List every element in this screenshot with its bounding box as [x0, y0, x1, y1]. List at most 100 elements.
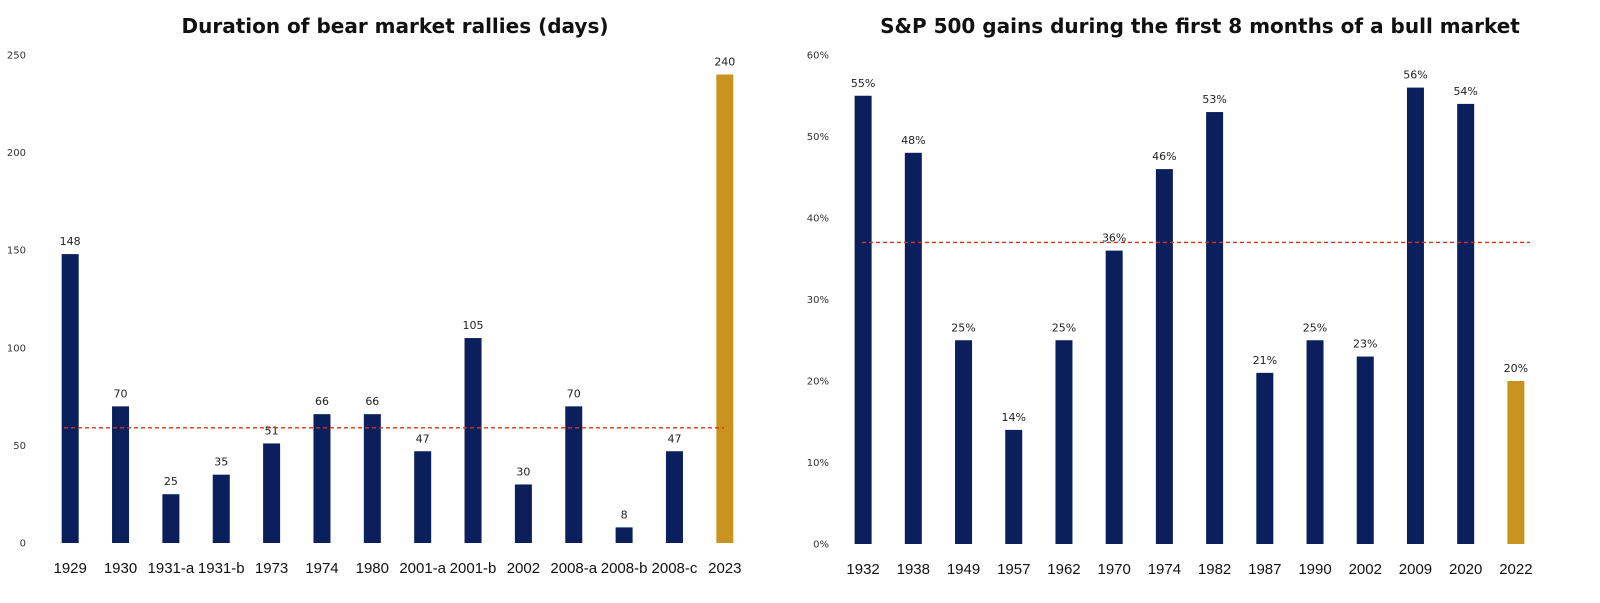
- bar-2008-a: [565, 406, 583, 543]
- category-label: 1990: [1298, 561, 1331, 578]
- bar-1973: [263, 443, 281, 543]
- bar-2023: [716, 74, 734, 544]
- chart-panel-bear-market-rallies: Duration of bear market rallies (days) 0…: [0, 0, 790, 603]
- y-tick-label: 10%: [807, 458, 829, 469]
- y-tick-label: 20%: [807, 377, 829, 388]
- y-tick-label: 0%: [813, 540, 829, 551]
- category-label: 1929: [53, 560, 86, 577]
- bar-chart-sp500-gains: 0% 10% 20% 30% 40% 50% 60% 55% 1932 48% 1938 25% 194…: [807, 51, 1533, 579]
- category-label: 2002: [1349, 561, 1382, 578]
- data-label: 70: [567, 387, 581, 400]
- y-tick-label: 50: [13, 441, 26, 452]
- category-label: 1982: [1198, 561, 1231, 578]
- data-label: 148: [60, 235, 81, 248]
- chart-title: Duration of bear market rallies (days): [181, 14, 609, 38]
- bar-2001-b: [464, 338, 482, 543]
- category-label: 1962: [1047, 561, 1080, 578]
- data-label: 70: [114, 387, 128, 400]
- category-label: 2009: [1399, 561, 1432, 578]
- bar-1990: [1306, 340, 1324, 544]
- data-label: 23%: [1353, 338, 1377, 351]
- bar-1930: [112, 406, 130, 543]
- data-label: 66: [365, 395, 379, 408]
- category-label: 1970: [1097, 561, 1130, 578]
- bar-2001-a: [414, 451, 432, 543]
- chart-title: S&P 500 gains during the first 8 months …: [880, 14, 1520, 38]
- category-label: 2002: [507, 560, 540, 577]
- category-label: 1931-b: [198, 560, 245, 577]
- category-label: 1949: [947, 561, 980, 578]
- data-label: 56%: [1403, 69, 1427, 82]
- category-label: 2020: [1449, 561, 1482, 578]
- y-tick-label: 250: [7, 51, 26, 62]
- y-tick-label: 30%: [807, 295, 829, 306]
- category-label: 1980: [356, 560, 389, 577]
- data-label: 25%: [951, 321, 975, 334]
- data-label: 25%: [1303, 321, 1327, 334]
- category-label: 1987: [1248, 561, 1281, 578]
- bar-1962: [1055, 340, 1073, 544]
- category-label: 2022: [1499, 561, 1532, 578]
- data-label: 25%: [1052, 321, 1076, 334]
- bar-1982: [1206, 112, 1224, 545]
- data-label: 55%: [851, 77, 875, 90]
- bar-1987: [1256, 372, 1274, 544]
- bar-1932: [854, 95, 872, 544]
- category-label: 2023: [708, 560, 741, 577]
- y-tick-label: 50%: [807, 132, 829, 143]
- data-label: 47: [667, 432, 681, 445]
- data-label: 25: [164, 475, 178, 488]
- data-label: 66: [315, 395, 329, 408]
- data-label: 14%: [1002, 411, 1026, 424]
- y-tick-label: 40%: [807, 214, 829, 225]
- data-label: 30: [516, 465, 530, 478]
- category-label: 1932: [846, 561, 879, 578]
- category-label: 2001-b: [450, 560, 497, 577]
- bar-2002: [514, 484, 532, 543]
- data-label: 51: [265, 424, 279, 437]
- data-label: 105: [463, 319, 484, 332]
- chart-panel-sp500-gains: S&P 500 gains during the first 8 months …: [800, 0, 1600, 603]
- bar-1931-a: [162, 494, 180, 543]
- category-label: 1938: [897, 561, 930, 578]
- data-label: 20%: [1504, 362, 1528, 375]
- data-label: 240: [714, 56, 735, 69]
- data-label: 48%: [901, 134, 925, 147]
- data-label: 46%: [1152, 150, 1176, 163]
- data-label: 36%: [1102, 232, 1126, 245]
- y-tick-label: 200: [7, 148, 26, 159]
- category-label: 1957: [997, 561, 1030, 578]
- bar-1938: [904, 152, 922, 545]
- data-label: 47: [416, 432, 430, 445]
- bar-2008-c: [665, 451, 683, 543]
- category-label: 1973: [255, 560, 288, 577]
- bar-1931-b: [212, 474, 230, 543]
- bar-1949: [955, 340, 973, 544]
- bar-chart-bear-market-rallies: 0 50 100 150 200 250 148 1929 70 1930 25 1931-a 35 19…: [7, 51, 742, 578]
- data-label: 53%: [1202, 93, 1226, 106]
- y-tick-label: 0: [20, 539, 26, 550]
- category-label: 2001-a: [399, 560, 446, 577]
- y-tick-label: 100: [7, 343, 26, 354]
- bar-1974: [1155, 169, 1173, 544]
- category-label: 1931-a: [148, 560, 195, 577]
- bar-2008-b: [615, 527, 633, 543]
- bar-1970: [1105, 250, 1123, 544]
- data-label: 21%: [1253, 354, 1277, 367]
- bar-2020: [1457, 103, 1475, 545]
- bar-2009: [1406, 87, 1424, 544]
- bar-1974: [313, 414, 331, 543]
- bar-2002: [1356, 356, 1374, 544]
- y-tick-label: 60%: [807, 51, 829, 62]
- category-label: 2008-b: [601, 560, 648, 577]
- data-label: 8: [621, 508, 628, 521]
- category-label: 1974: [305, 560, 338, 577]
- bar-1929: [61, 254, 79, 543]
- category-label: 2008-c: [652, 560, 698, 577]
- bar-1957: [1005, 429, 1023, 544]
- category-label: 1930: [104, 560, 137, 577]
- category-label: 1974: [1148, 561, 1181, 578]
- data-label: 35: [214, 456, 228, 469]
- y-tick-label: 150: [7, 246, 26, 257]
- bar-2022: [1507, 381, 1525, 544]
